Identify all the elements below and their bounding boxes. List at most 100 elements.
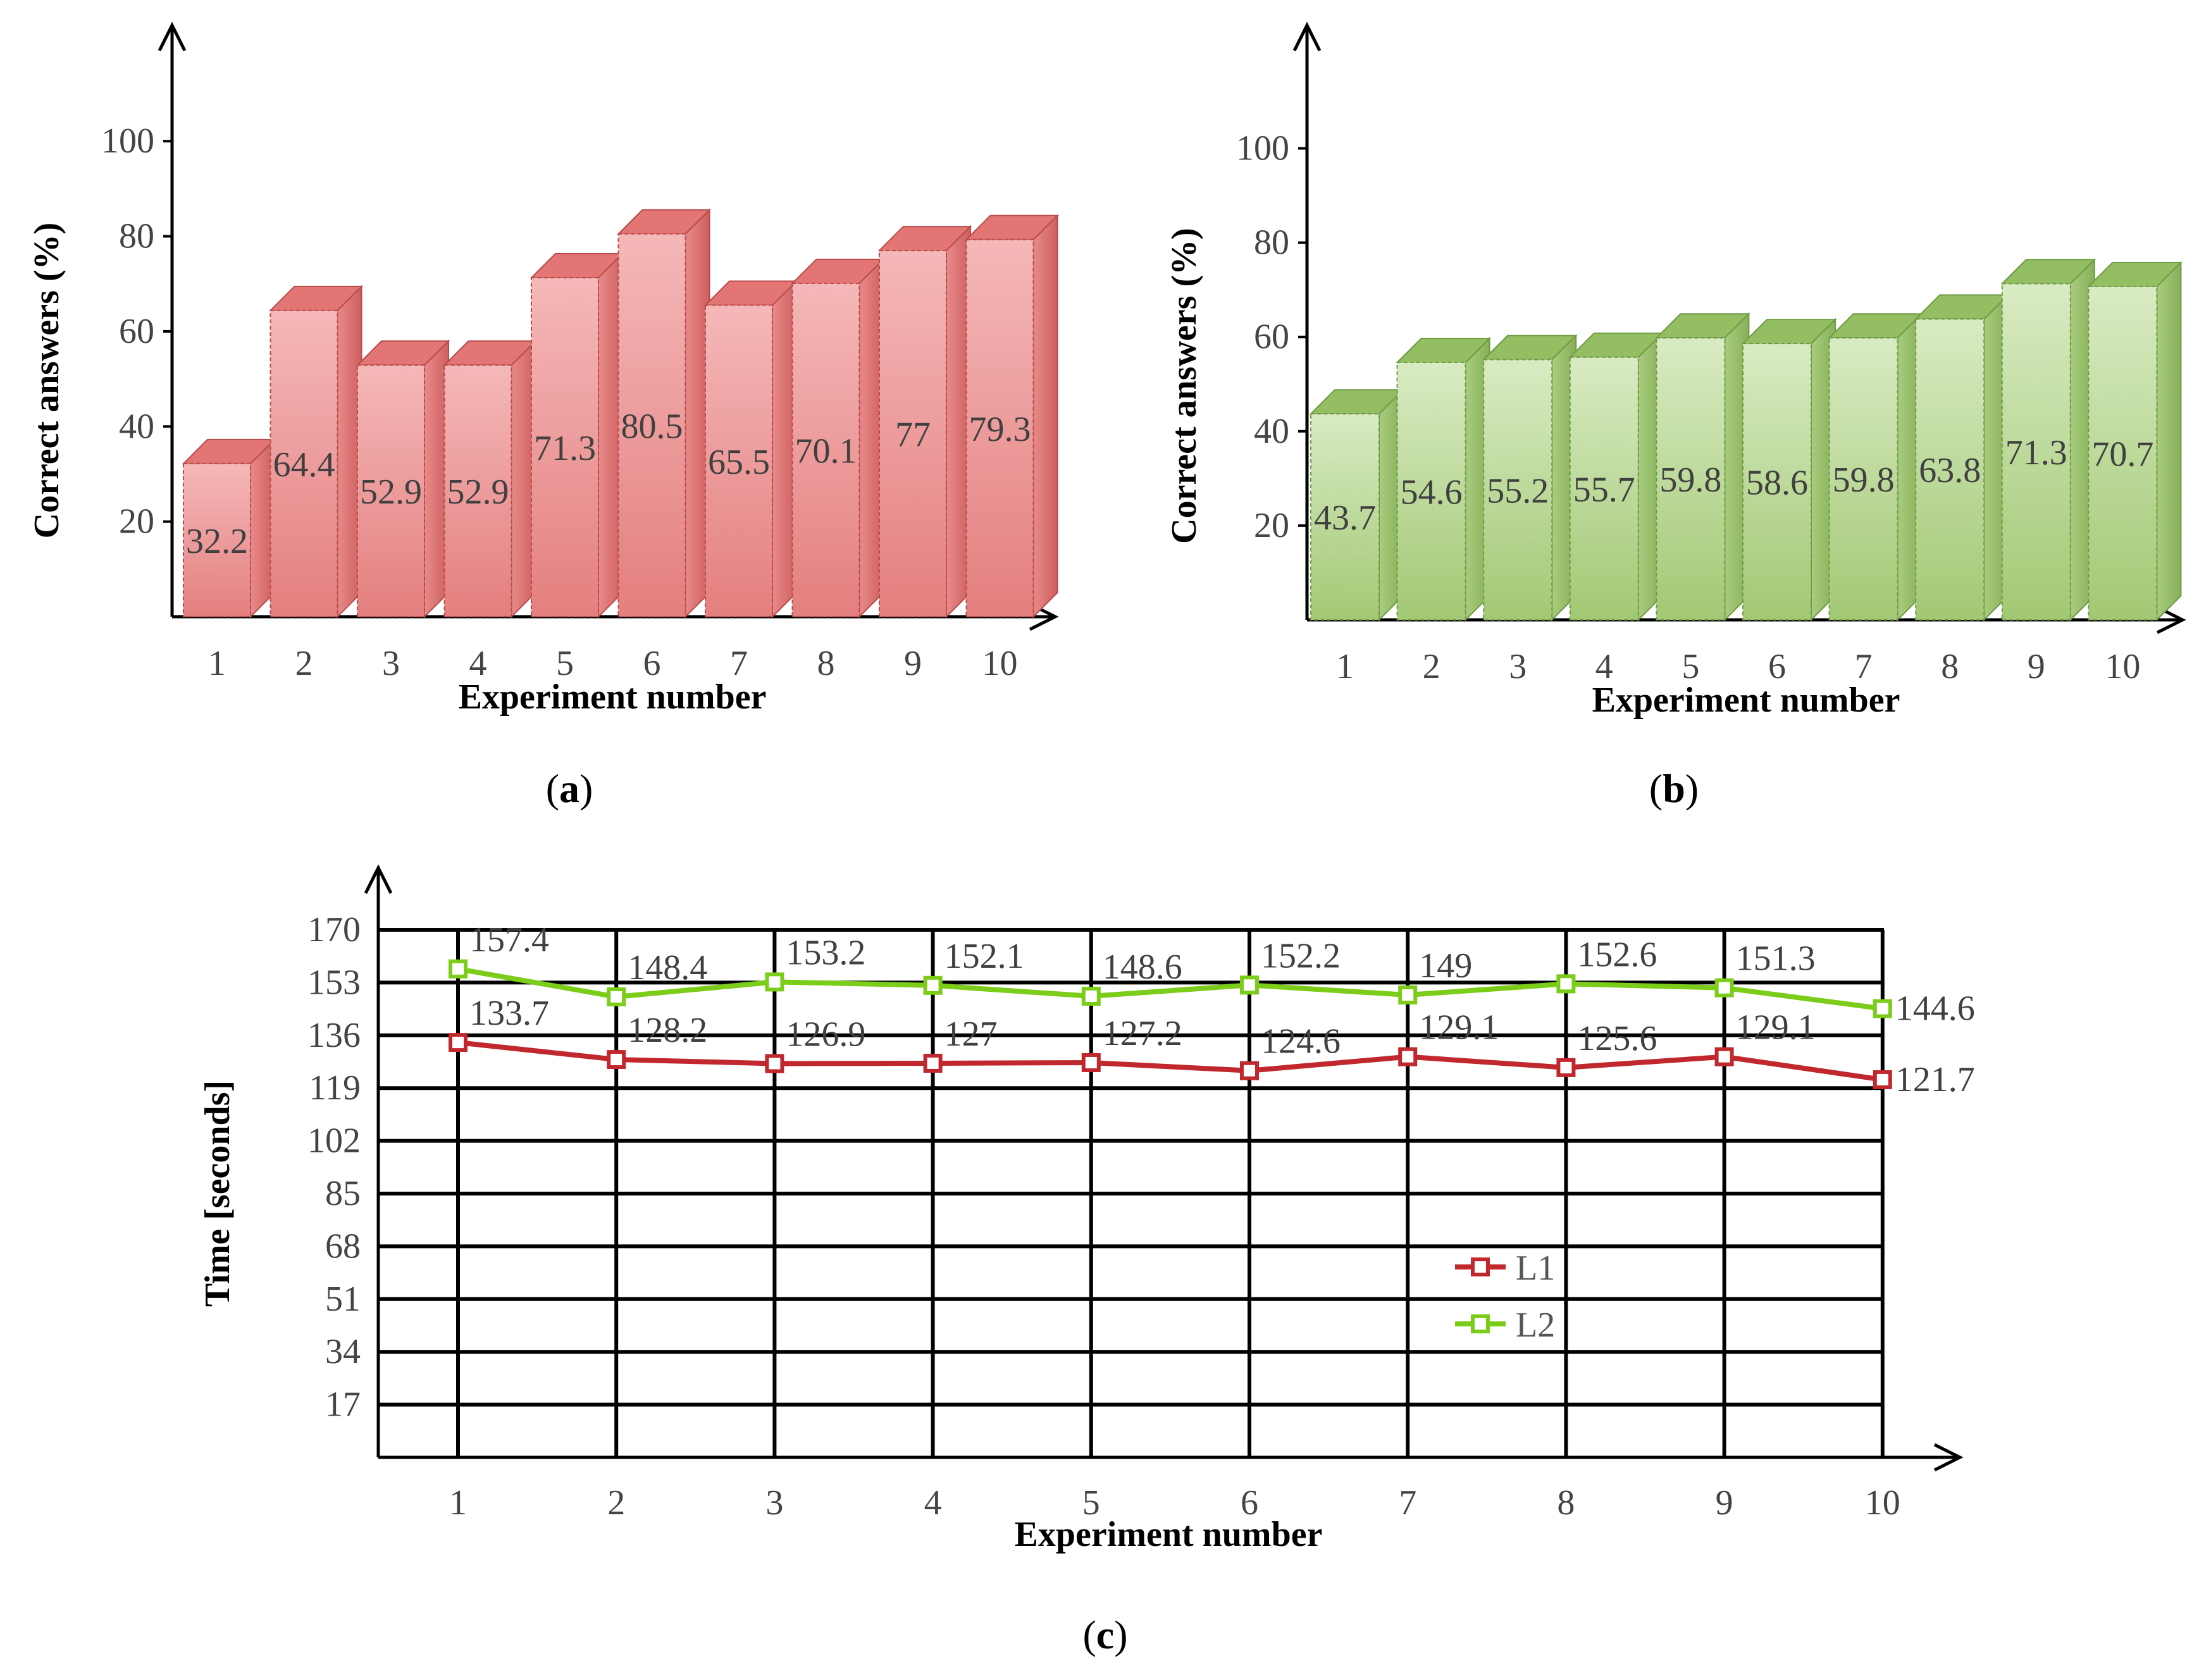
x-tick-label: 3 bbox=[1509, 647, 1527, 686]
bar-value-label: 70.7 bbox=[2091, 435, 2153, 474]
bar bbox=[530, 252, 624, 619]
data-label-l1: 129.1 bbox=[1419, 1008, 1499, 1047]
bar-front bbox=[879, 250, 947, 618]
bar-front bbox=[1483, 359, 1553, 621]
chart-b: 20 40 60 80 100 43.7 1 54.6 2 55.2 3 55.7 4 59.8 5 58.6… bbox=[1165, 22, 2186, 720]
x-tick-label: 2 bbox=[607, 1483, 625, 1522]
data-label-l1: 124.6 bbox=[1261, 1022, 1341, 1061]
data-label-l1: 129.1 bbox=[1736, 1008, 1816, 1047]
bar-front bbox=[1396, 361, 1466, 621]
bar bbox=[269, 285, 363, 619]
bar-front bbox=[1656, 337, 1726, 621]
data-label-l1: 128.2 bbox=[628, 1011, 707, 1050]
x-tick-label: 5 bbox=[1082, 1483, 1100, 1522]
x-tick-label: 1 bbox=[208, 644, 226, 683]
series-line-l2 bbox=[457, 966, 1883, 1011]
y-tick-label: 60 bbox=[119, 312, 154, 351]
bar-front bbox=[1569, 356, 1639, 621]
x-tick-label: 10 bbox=[982, 644, 1018, 683]
bar-value-label: 77 bbox=[895, 416, 931, 455]
x-tick-label: 1 bbox=[1336, 647, 1354, 686]
y-tick-label: 40 bbox=[1254, 412, 1289, 451]
caption-b: (b) bbox=[1649, 766, 1699, 811]
bar-value-label: 52.9 bbox=[360, 472, 422, 512]
series-marker-l2 bbox=[1873, 999, 1892, 1018]
legend-label: L1 bbox=[1516, 1249, 1555, 1288]
x-tick-label: 9 bbox=[1716, 1483, 1733, 1522]
y-tick-label: 68 bbox=[325, 1226, 361, 1266]
bar-value-label: 58.6 bbox=[1746, 464, 1808, 503]
series-marker-l2 bbox=[449, 959, 468, 979]
bar-value-label: 55.2 bbox=[1487, 471, 1549, 510]
bar bbox=[1309, 388, 1405, 622]
series-marker-l1 bbox=[1240, 1061, 1259, 1080]
series-marker-l1 bbox=[1081, 1053, 1101, 1072]
bar bbox=[791, 257, 885, 619]
bar-value-label: 55.7 bbox=[1573, 470, 1635, 509]
legend-marker bbox=[1471, 1257, 1490, 1276]
series-marker-l2 bbox=[607, 987, 626, 1006]
series-marker-l1 bbox=[1714, 1047, 1734, 1066]
series-marker-l1 bbox=[1873, 1070, 1892, 1089]
bar-value-label: 64.4 bbox=[273, 445, 335, 485]
x-tick-label: 8 bbox=[1941, 647, 1959, 686]
bar-front bbox=[2001, 283, 2071, 621]
x-tick-label: 9 bbox=[2028, 647, 2045, 686]
data-label-l2: 152.6 bbox=[1577, 935, 1657, 974]
series-marker-l2 bbox=[923, 975, 943, 995]
data-label-l2: 157.4 bbox=[469, 920, 549, 960]
x-tick-label: 6 bbox=[1241, 1483, 1258, 1522]
bar bbox=[356, 339, 450, 619]
bar-value-label: 59.8 bbox=[1833, 460, 1895, 500]
y-tick-label: 20 bbox=[1254, 506, 1289, 545]
bar-value-label: 70.1 bbox=[795, 431, 857, 471]
x-axis-title: Experiment number bbox=[1592, 681, 1900, 720]
y-tick-label: 136 bbox=[307, 1016, 361, 1055]
data-label-l2: 144.6 bbox=[1895, 989, 1975, 1028]
data-label-l2: 148.6 bbox=[1103, 948, 1182, 987]
y-axis-title: Correct answers (%) bbox=[1165, 228, 1204, 544]
x-axis-title: Experiment number bbox=[1015, 1515, 1323, 1554]
bar-front bbox=[705, 304, 773, 617]
bar-value-label: 32.2 bbox=[186, 522, 248, 561]
y-tick-label: 119 bbox=[309, 1068, 361, 1108]
bar bbox=[443, 339, 537, 619]
x-tick-label: 7 bbox=[1399, 1483, 1416, 1522]
data-label-l2: 152.2 bbox=[1261, 936, 1341, 975]
data-label-l1: 133.7 bbox=[469, 994, 549, 1033]
legend-item-l2: L2 bbox=[1455, 1306, 1555, 1345]
series-marker-l2 bbox=[765, 972, 784, 992]
x-tick-label: 5 bbox=[1682, 647, 1699, 686]
series-marker-l2 bbox=[1556, 974, 1576, 994]
x-tick-label: 2 bbox=[1423, 647, 1440, 686]
bar-value-label: 65.5 bbox=[708, 443, 770, 482]
bar-front bbox=[443, 364, 512, 618]
series-marker-l1 bbox=[923, 1053, 943, 1073]
data-label-l1: 127.2 bbox=[1103, 1014, 1182, 1053]
y-axis-title: Correct answers (%) bbox=[27, 223, 66, 539]
x-tick-label: 1 bbox=[449, 1483, 467, 1522]
y-tick-label: 170 bbox=[307, 910, 361, 949]
series-marker-l2 bbox=[1714, 978, 1734, 998]
data-label-l2: 149 bbox=[1419, 946, 1472, 985]
x-tick-label: 7 bbox=[730, 644, 748, 683]
bar bbox=[1914, 293, 2010, 622]
bar-value-label: 54.6 bbox=[1401, 472, 1463, 512]
bar-side bbox=[1032, 214, 1058, 619]
data-label-l1: 127 bbox=[945, 1015, 998, 1054]
y-tick-label: 20 bbox=[119, 502, 154, 541]
bar-side bbox=[2156, 261, 2182, 622]
x-tick-label: 2 bbox=[295, 644, 313, 683]
y-tick-label: 51 bbox=[325, 1280, 361, 1319]
bar-front bbox=[617, 233, 686, 617]
bar-front bbox=[1915, 318, 1985, 621]
bar-value-label: 79.3 bbox=[969, 410, 1031, 449]
x-tick-label: 10 bbox=[1865, 1483, 1900, 1522]
y-tick-label: 60 bbox=[1254, 318, 1289, 357]
data-label-l2: 151.3 bbox=[1736, 939, 1816, 979]
x-tick-label: 6 bbox=[643, 644, 661, 683]
y-tick-label: 102 bbox=[307, 1121, 361, 1161]
x-tick-label: 4 bbox=[469, 644, 487, 683]
bar bbox=[2086, 261, 2183, 622]
x-tick-label: 3 bbox=[765, 1483, 783, 1522]
